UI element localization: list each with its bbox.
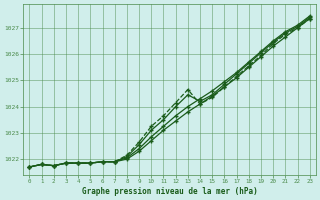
X-axis label: Graphe pression niveau de la mer (hPa): Graphe pression niveau de la mer (hPa) <box>82 187 258 196</box>
